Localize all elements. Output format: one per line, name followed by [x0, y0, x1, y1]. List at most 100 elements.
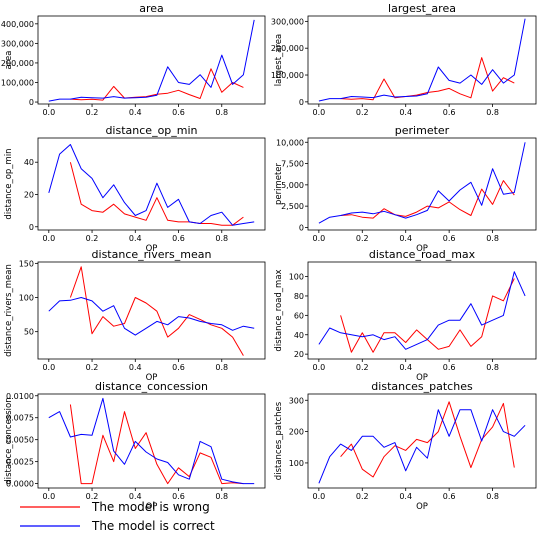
- plot-frame: [37, 261, 266, 360]
- series-line-correct: [48, 397, 255, 485]
- x-tick-label: 0.4: [399, 492, 412, 501]
- y-tick-label: 40: [24, 158, 34, 167]
- x-tick-label: 0.6: [172, 363, 185, 372]
- x-tick-label: 0.2: [86, 363, 99, 372]
- x-tick-label: 0.4: [129, 108, 142, 117]
- series-line-correct: [318, 409, 526, 484]
- chart-title: distance_op_min: [105, 124, 197, 137]
- y-tick-label: 0.0075: [6, 414, 34, 423]
- plot-frame: [37, 137, 266, 231]
- plot-frame: [307, 261, 537, 360]
- x-axis-label: OP: [146, 244, 158, 254]
- series-line-wrong: [340, 278, 515, 353]
- x-axis-label: OP: [416, 244, 428, 254]
- x-tick-label: 0.2: [356, 108, 369, 117]
- series-line-wrong: [69, 162, 244, 226]
- plot-frame: [307, 15, 537, 105]
- x-tick-label: 0.4: [399, 234, 412, 243]
- x-tick-label: 0.0: [312, 108, 325, 117]
- x-tick-label: 0.4: [129, 234, 142, 243]
- x-tick-label: 0.8: [215, 492, 228, 501]
- x-tick-label: 0.2: [86, 492, 99, 501]
- x-tick-label: 0.6: [443, 363, 456, 372]
- x-tick-label: 0.8: [486, 108, 499, 117]
- x-tick-label: 0.0: [312, 363, 325, 372]
- y-tick-label: 200,000: [271, 44, 304, 53]
- y-tick-label: 100: [289, 459, 304, 468]
- x-tick-label: 0.0: [312, 234, 325, 243]
- x-tick-label: 0.4: [399, 108, 412, 117]
- x-tick-label: 0.0: [42, 108, 55, 117]
- y-tick-label: 0: [299, 98, 304, 107]
- y-axis-label: perimeter: [274, 162, 284, 205]
- x-tick-label: 0.6: [443, 108, 456, 117]
- legend-label-correct: The model is correct: [91, 519, 215, 533]
- x-tick-label: 0.6: [443, 492, 456, 501]
- y-tick-label: 400,000: [1, 20, 34, 29]
- series-line-correct: [318, 18, 526, 102]
- x-tick-label: 0.4: [129, 492, 142, 501]
- panel-distances-patches: distances_patches 0.0 0.2 0.4 0.6 0.8 100 200 30…: [274, 380, 537, 512]
- x-axis-label: OP: [146, 502, 158, 512]
- panel-largest-area: largest_area 0.0 0.2 0.4 0.6 0.8 0 100,000 200,0…: [271, 2, 537, 117]
- plot-frame: [37, 15, 266, 105]
- x-axis-label: OP: [146, 373, 158, 383]
- y-tick-label: 20: [294, 350, 304, 359]
- y-axis-label: distance_rivers_mean: [4, 264, 14, 357]
- x-tick-label: 0.8: [486, 234, 499, 243]
- y-tick-label: 0: [29, 98, 34, 107]
- y-tick-label: 5,000: [281, 181, 304, 190]
- chart-title: area: [139, 2, 164, 15]
- y-axis-label: distance_op_min: [4, 148, 14, 219]
- panel-distance-op-min: distance_op_min 0.0 0.2 0.4 0.6 0.8 0 20 40 OP dis…: [4, 124, 266, 254]
- x-tick-label: 0.6: [172, 234, 185, 243]
- x-axis-label: OP: [416, 502, 428, 512]
- x-tick-label: 0.4: [129, 363, 142, 372]
- y-axis-label: distance_road_max: [274, 269, 284, 351]
- x-tick-label: 0.2: [356, 363, 369, 372]
- chart-title: distance_road_max: [369, 248, 476, 261]
- y-axis-label: area: [4, 51, 14, 70]
- y-tick-label: 0.0100: [6, 392, 34, 401]
- x-tick-label: 0.2: [356, 492, 369, 501]
- x-tick-label: 0.6: [172, 492, 185, 501]
- y-tick-label: 40: [294, 331, 304, 340]
- plot-frame: [307, 137, 537, 231]
- panel-area: area 0.0 0.2 0.4 0.6 0.8 0 100,000 200,000 300,00…: [1, 2, 266, 117]
- y-axis-label: distance_concession: [4, 397, 14, 484]
- x-tick-label: 0.0: [42, 363, 55, 372]
- x-tick-label: 0.0: [42, 492, 55, 501]
- x-tick-label: 0.2: [86, 108, 99, 117]
- y-tick-label: 200,000: [1, 59, 34, 68]
- y-tick-label: 60: [294, 311, 304, 320]
- panel-distance-road-max: distance_road_max 0.0 0.2 0.4 0.6 0.8 20 40 60 80…: [274, 248, 537, 383]
- y-tick-label: 80: [294, 292, 304, 301]
- x-tick-label: 0.8: [215, 234, 228, 243]
- chart-title: distance_concession: [95, 380, 208, 393]
- y-tick-label: 100,000: [1, 78, 34, 87]
- panel-distance-concession: distance_concession 0.0 0.2 0.4 0.6 0.8 0.0000…: [4, 380, 266, 512]
- y-tick-label: 10,000: [276, 138, 304, 147]
- y-tick-label: 300,000: [271, 17, 304, 26]
- y-tick-label: 0: [299, 223, 304, 232]
- plot-frame: [307, 393, 537, 489]
- series-line-correct: [48, 144, 255, 226]
- chart-panels: area 0.0 0.2 0.4 0.6 0.8 0 100,000 200,000 300,00…: [1, 2, 537, 512]
- y-tick-label: 200: [289, 428, 304, 437]
- panel-distance-rivers-mean: distance_rivers_mean 0.0 0.2 0.4 0.6 0.8 50 100…: [4, 248, 266, 383]
- chart-title: largest_area: [388, 2, 456, 15]
- x-tick-label: 0.0: [42, 234, 55, 243]
- y-tick-label: 0.0000: [6, 480, 34, 489]
- x-tick-label: 0.8: [215, 108, 228, 117]
- chart-title: perimeter: [395, 124, 450, 137]
- y-tick-label: 100: [289, 273, 304, 282]
- plot-frame: [37, 393, 266, 489]
- chart-title: distance_rivers_mean: [92, 248, 212, 261]
- series-line-wrong: [340, 401, 515, 478]
- series-line-wrong: [69, 404, 244, 485]
- y-tick-label: 2,500: [281, 202, 304, 211]
- x-tick-label: 0.2: [86, 234, 99, 243]
- y-tick-label: 0.0050: [6, 436, 34, 445]
- panel-perimeter: perimeter 0.0 0.2 0.4 0.6 0.8 0 2,500 5,000 7,500…: [274, 124, 537, 254]
- x-tick-label: 0.2: [356, 234, 369, 243]
